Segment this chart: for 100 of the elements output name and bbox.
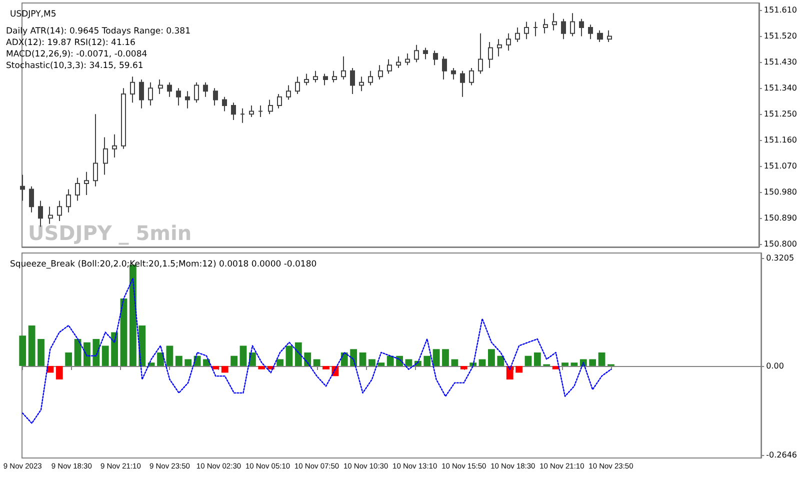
y-tick-label: -0.2646 xyxy=(766,450,798,460)
candlestick xyxy=(176,88,181,106)
candlestick xyxy=(515,27,520,42)
bar xyxy=(175,356,182,366)
candlestick xyxy=(359,76,364,92)
candlestick xyxy=(478,32,483,74)
candlestick xyxy=(442,56,447,80)
bar xyxy=(424,356,431,366)
candlestick xyxy=(332,70,337,83)
candlestick xyxy=(84,171,89,196)
y-tick-label: 151.250 xyxy=(764,110,798,119)
candlestick xyxy=(148,82,153,106)
candlestick xyxy=(323,73,328,86)
candlestick xyxy=(451,67,456,80)
bar xyxy=(478,359,486,366)
candlestick xyxy=(350,67,355,94)
candlestick xyxy=(497,38,502,57)
candlestick xyxy=(387,58,392,74)
bar xyxy=(534,352,541,366)
bar xyxy=(102,346,109,366)
bar xyxy=(286,346,293,366)
bar xyxy=(221,366,228,373)
bar xyxy=(570,362,578,366)
candlestick xyxy=(378,64,383,80)
bar xyxy=(28,325,36,366)
candlestick xyxy=(20,174,25,202)
candlestick xyxy=(341,56,346,80)
candlestick xyxy=(194,82,199,104)
bar xyxy=(497,356,504,366)
candlestick xyxy=(579,18,584,37)
candlestick xyxy=(240,108,245,124)
candlestick xyxy=(313,70,318,83)
candlestick xyxy=(414,44,419,63)
annotation: MACD(12,26,9): -0.0071, -0.0084 xyxy=(6,50,148,60)
candlestick xyxy=(268,99,273,115)
bar xyxy=(74,338,82,366)
bar xyxy=(120,298,128,366)
bar xyxy=(386,356,394,366)
candlestick xyxy=(75,177,80,202)
candlestick xyxy=(286,84,291,100)
candlestick xyxy=(203,82,208,98)
bar xyxy=(589,359,596,366)
candlestick xyxy=(423,47,428,60)
bar xyxy=(65,352,72,366)
candlestick xyxy=(295,76,300,94)
candlestick xyxy=(213,88,218,106)
annotation: Stochastic(10,3,3): 34.15, 59.61 xyxy=(6,61,144,71)
bar xyxy=(240,346,247,366)
bar xyxy=(184,359,192,366)
candlestick xyxy=(185,90,190,109)
bar xyxy=(212,366,220,370)
candlestick xyxy=(130,76,135,104)
candlestick xyxy=(597,30,603,42)
candlestick xyxy=(561,18,566,40)
candlestick xyxy=(524,21,529,40)
bar xyxy=(432,349,440,366)
bar xyxy=(294,342,302,366)
bar xyxy=(313,359,320,366)
candlestick xyxy=(66,188,71,213)
y-tick-label: 151.520 xyxy=(764,32,798,41)
bar xyxy=(230,356,238,366)
bar xyxy=(516,366,522,373)
bar xyxy=(451,359,458,366)
candlestick xyxy=(222,96,227,112)
y-tick-label: 150.890 xyxy=(764,214,798,223)
candlestick xyxy=(469,67,474,86)
candlestick xyxy=(570,12,575,37)
bar xyxy=(524,356,532,366)
y-tick-label: 151.610 xyxy=(764,6,798,15)
bar xyxy=(276,359,284,366)
y-tick-label: 151.160 xyxy=(764,136,798,145)
candlestick xyxy=(506,32,511,52)
annotation: ADX(12): 19.87 RSI(12): 41.16 xyxy=(6,38,136,48)
candlestick xyxy=(249,105,254,118)
bar xyxy=(157,352,164,366)
annotation: USDJPY _ 5min xyxy=(28,221,192,245)
bar xyxy=(111,332,118,366)
candlestick xyxy=(607,30,612,42)
bar xyxy=(258,366,266,370)
candlestick xyxy=(433,50,438,66)
bar xyxy=(368,359,376,366)
bar xyxy=(562,362,568,366)
y-tick-label: 151.340 xyxy=(764,84,798,93)
candlestick xyxy=(48,206,53,224)
bar xyxy=(350,349,358,366)
candlestick xyxy=(304,73,309,86)
bar xyxy=(84,342,90,366)
bar xyxy=(92,338,100,366)
bar xyxy=(138,325,146,366)
y-tick-label: 151.430 xyxy=(764,58,798,67)
candlestick xyxy=(588,24,593,40)
bar xyxy=(19,336,26,366)
candlestick xyxy=(139,79,144,109)
candlestick xyxy=(368,70,373,86)
y-tick-label: 150.800 xyxy=(764,240,798,249)
candlestick xyxy=(103,136,108,176)
candlestick xyxy=(93,114,98,187)
candlestick xyxy=(277,93,282,109)
bar xyxy=(598,352,606,366)
bar xyxy=(378,362,385,366)
